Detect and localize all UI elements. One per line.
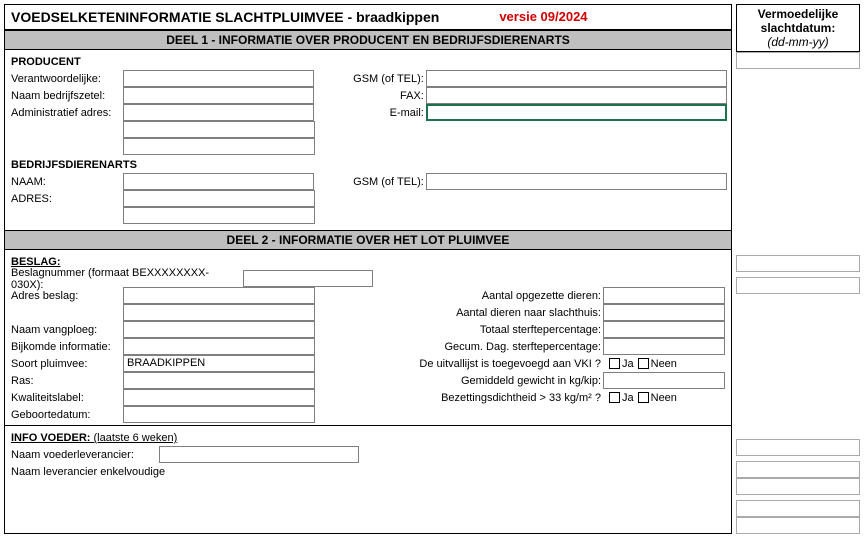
adres-beslag-label: Adres beslag:	[9, 287, 123, 304]
gecum-sterfte-label: Gecum. Dag. sterftepercentage:	[315, 338, 603, 355]
uitvallijst-options: Ja Neen	[603, 355, 725, 372]
beslagnummer-label: Beslagnummer (formaat BEXXXXXXXX-030X):	[9, 270, 243, 287]
side-line2: (dd-mm-yy)	[739, 35, 857, 49]
producent-title: PRODUCENT	[9, 52, 727, 70]
side-cell-4[interactable]	[736, 439, 860, 456]
side-cell-1[interactable]	[736, 52, 860, 69]
adminadres-label: Administratief adres:	[9, 104, 123, 121]
adminadres-input-1[interactable]	[123, 104, 314, 121]
bedrijfszetel-input[interactable]	[123, 87, 314, 104]
adminadres-input-2[interactable]	[123, 121, 315, 138]
side-cell-3[interactable]	[736, 277, 860, 294]
email-label: E-mail:	[314, 104, 426, 121]
voeder-title-rest: (laatste 6 weken)	[90, 432, 177, 444]
totaal-sterfte-label: Totaal sterftepercentage:	[315, 321, 603, 338]
side-header: Vermoedelijke slachtdatum: (dd-mm-yy)	[736, 4, 860, 52]
deel2-header: DEEL 2 - INFORMATIE OVER HET LOT PLUIMVE…	[5, 230, 731, 250]
title-row: VOEDSELKETENINFORMATIE SLACHTPLUIMVEE - …	[5, 5, 731, 30]
uitvallijst-neen-checkbox[interactable]	[638, 358, 649, 369]
email-input[interactable]	[426, 104, 727, 121]
side-cell-5[interactable]	[736, 461, 860, 478]
bedrijfszetel-label: Naam bedrijfszetel:	[9, 87, 123, 104]
bijkomde-input[interactable]	[123, 338, 315, 355]
aantal-opgezette-input[interactable]	[603, 287, 725, 304]
form-version: versie 09/2024	[499, 9, 587, 25]
side-line1: Vermoedelijke slachtdatum:	[739, 7, 857, 35]
geboortedatum-input[interactable]	[123, 406, 315, 423]
beslagnummer-input[interactable]	[243, 270, 373, 287]
voeder-block: INFO VOEDER: (laatste 6 weken) Naam voed…	[5, 426, 731, 480]
kwaliteitslabel-label: Kwaliteitslabel:	[9, 389, 123, 406]
ja-label-2: Ja	[622, 392, 634, 404]
uitvallijst-ja-checkbox[interactable]	[609, 358, 620, 369]
bezetting-label: Bezettingsdichtheid > 33 kg/m² ?	[315, 389, 603, 406]
producent-block: PRODUCENT Verantwoordelijke: GSM (of TEL…	[5, 50, 731, 230]
aantal-slachthuis-label: Aantal dieren naar slachthuis:	[315, 304, 603, 321]
verantwoordelijke-label: Verantwoordelijke:	[9, 70, 123, 87]
enkelvoudige-label: Naam leverancier enkelvoudige	[9, 463, 179, 480]
main-form: VOEDSELKETENINFORMATIE SLACHTPLUIMVEE - …	[4, 4, 732, 534]
ja-label-1: Ja	[622, 358, 634, 370]
bezetting-neen-checkbox[interactable]	[638, 392, 649, 403]
beslag-block: BESLAG: Beslagnummer (formaat BEXXXXXXXX…	[5, 250, 731, 425]
gewicht-label: Gemiddeld gewicht in kg/kip:	[315, 372, 603, 389]
fax-label: FAX:	[314, 87, 426, 104]
uitvallijst-label: De uitvallijst is toegevoegd aan VKI ?	[315, 355, 603, 372]
adminadres-input-3[interactable]	[123, 138, 315, 155]
voeder-title-bold: INFO VOEDER:	[11, 432, 90, 444]
voeder-title: INFO VOEDER: (laatste 6 weken)	[9, 428, 727, 446]
ras-label: Ras:	[9, 372, 123, 389]
gsm-label: GSM (of TEL):	[314, 70, 426, 87]
verantwoordelijke-input[interactable]	[123, 70, 314, 87]
gewicht-input[interactable]	[603, 372, 725, 389]
form-title: VOEDSELKETENINFORMATIE SLACHTPLUIMVEE - …	[11, 9, 439, 25]
soort-label: Soort pluimvee:	[9, 355, 123, 372]
dierenarts-adres-input-1[interactable]	[123, 190, 315, 207]
bezetting-ja-checkbox[interactable]	[609, 392, 620, 403]
geboortedatum-label: Geboortedatum:	[9, 406, 123, 423]
adres-beslag-input-1[interactable]	[123, 287, 315, 304]
ras-input[interactable]	[123, 372, 315, 389]
fax-input[interactable]	[426, 87, 727, 104]
side-cell-2[interactable]	[736, 255, 860, 272]
neen-label-1: Neen	[651, 358, 677, 370]
vangploeg-input[interactable]	[123, 321, 315, 338]
aantal-slachthuis-input[interactable]	[603, 304, 725, 321]
kwaliteitslabel-input[interactable]	[123, 389, 315, 406]
aantal-opgezette-label: Aantal opgezette dieren:	[315, 287, 603, 304]
gsm-input[interactable]	[426, 70, 727, 87]
dierenarts-naam-label: NAAM:	[9, 173, 123, 190]
gecum-sterfte-input[interactable]	[603, 338, 725, 355]
side-column: Vermoedelijke slachtdatum: (dd-mm-yy)	[736, 4, 860, 534]
dierenarts-adres-input-2[interactable]	[123, 207, 315, 224]
soort-value[interactable]: BRAADKIPPEN	[123, 355, 315, 372]
totaal-sterfte-input[interactable]	[603, 321, 725, 338]
adres-beslag-input-2[interactable]	[123, 304, 315, 321]
bijkomde-label: Bijkomde informatie:	[9, 338, 123, 355]
side-cell-6[interactable]	[736, 478, 860, 495]
side-cell-7[interactable]	[736, 500, 860, 517]
dierenarts-naam-input[interactable]	[123, 173, 314, 190]
voederleverancier-input[interactable]	[159, 446, 359, 463]
dierenarts-gsm-label: GSM (of TEL):	[314, 173, 426, 190]
dierenarts-adres-label: ADRES:	[9, 190, 123, 207]
dierenarts-title: BEDRIJFSDIERENARTS	[9, 155, 727, 173]
vangploeg-label: Naam vangploeg:	[9, 321, 123, 338]
bezetting-options: Ja Neen	[603, 389, 725, 406]
deel1-header: DEEL 1 - INFORMATIE OVER PRODUCENT EN BE…	[5, 30, 731, 50]
voederleverancier-label: Naam voederleverancier:	[9, 446, 159, 463]
dierenarts-gsm-input[interactable]	[426, 173, 727, 190]
neen-label-2: Neen	[651, 392, 677, 404]
side-cell-8[interactable]	[736, 517, 860, 534]
